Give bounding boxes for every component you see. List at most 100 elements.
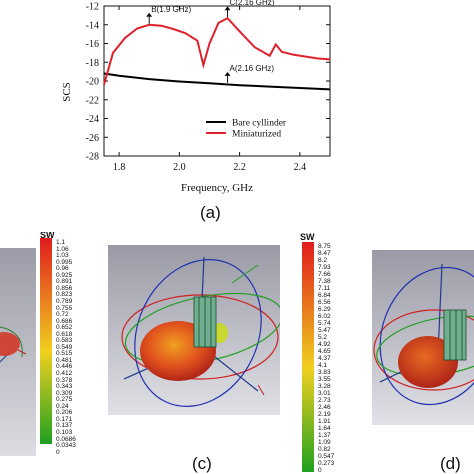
scale-value-left: 0.206 (56, 409, 73, 417)
x-tick-label: 2.0 (173, 162, 186, 173)
y-tick-label: -24 (86, 114, 99, 125)
scale-value-right: 1.64 (318, 425, 331, 432)
series-line-bare-cylinder (103, 72, 331, 91)
scale-value-right: 7.38 (318, 278, 331, 285)
y-axis-label: SCS (61, 82, 73, 102)
scale-value-right: 1.09 (318, 439, 331, 446)
scale-title-right: SW (300, 232, 315, 242)
y-tick-label: -18 (86, 58, 99, 69)
annotation-label: C(2.16 GHz) (230, 0, 275, 7)
pattern-ring-red-d (373, 309, 474, 391)
scale-value-right: 2.73 (318, 397, 331, 404)
scale-value-right: 7.11 (318, 285, 331, 292)
pattern-ring-red (121, 294, 279, 380)
scale-value-left: 0.309 (56, 389, 73, 397)
legend-label: Bare cyllinder (232, 119, 287, 129)
scale-value-left: 0.995 (56, 258, 73, 266)
scale-value-right: 1.91 (318, 418, 331, 425)
scs-chart: -12-14-16-18-20-22-24-26-281.8 2.0 2.2 2.4 … (61, 0, 331, 194)
figure-label-c: (c) (192, 454, 212, 473)
scale-value-right: 6.29 (318, 306, 331, 313)
scale-value-right: 7.66 (318, 271, 331, 278)
scale-value-left: 0.171 (56, 415, 73, 423)
scale-value-right: 4.92 (318, 341, 331, 348)
scale-value-right: 3.01 (318, 390, 331, 397)
scale-value-right: 4.1 (318, 362, 328, 369)
annotation-label: B(1.9 GHz) (151, 5, 191, 14)
y-tick-label: -12 (86, 2, 99, 13)
scale-value-left: 0.446 (56, 363, 73, 371)
scale-value-right: 8.75 (318, 243, 331, 250)
scale-value-left: 0.412 (56, 370, 73, 377)
scale-value-left: 0.652 (56, 324, 73, 332)
scale-value-left: 0.24 (56, 402, 69, 410)
scale-value-left: 0.378 (56, 376, 73, 384)
scale-value-right: 8.47 (318, 250, 331, 257)
scale-value-left: 0.686 (56, 317, 73, 325)
scale-value-right: 7.93 (318, 264, 331, 271)
radiation-lobe-b (0, 332, 20, 356)
scale-value-left: 0.823 (56, 291, 73, 299)
scale-value-left: 1.06 (56, 245, 69, 253)
scale-value-right: 3.28 (318, 383, 331, 390)
scale-value-left: 1.1 (56, 239, 66, 246)
annotation-arrowhead (146, 12, 153, 17)
color-scale-right: SW 8.75 8.47 8.2 7.93 7.66 7.38 7.11 6.84 6.56 6.… (296, 232, 356, 474)
scale-value-left: 0.891 (56, 278, 73, 286)
x-tick-label: 2.4 (294, 162, 307, 173)
scale-value-right: 6.02 (318, 313, 331, 320)
series-line-miniaturized (103, 16, 331, 85)
pattern-ring-blue-d (379, 266, 474, 406)
scale-value-right: 2.19 (318, 411, 331, 418)
scale-value-left: 0.0343 (56, 442, 76, 450)
scale-value-right: 6.84 (318, 292, 331, 299)
radiation-pattern-panel-b: SW 1.1 1.06 1.03 0.995 0.96 0.925 0.891 0.856 0.… (0, 232, 100, 474)
scale-value-left: 1.03 (56, 252, 69, 260)
scale-value-left: 0.856 (56, 284, 73, 292)
scale-value-right: 3.83 (318, 369, 331, 376)
scale-value-right: 3.55 (318, 376, 331, 383)
scale-value-left: 0.0686 (56, 435, 76, 443)
y-tick-label: -28 (86, 152, 99, 163)
legend-label: Miniaturized (232, 130, 281, 140)
antenna-structure-c (193, 296, 217, 348)
color-scale-bar-right (302, 242, 314, 472)
pattern-view-b (0, 238, 52, 456)
scale-value-left: 0.925 (56, 271, 73, 279)
antenna-structure-d (443, 309, 467, 361)
scale-value-right: 4.65 (318, 348, 331, 355)
scale-value-right: 6.56 (318, 299, 331, 306)
scale-value-left: 0.481 (56, 356, 73, 364)
scale-value-left: 0.583 (56, 337, 73, 345)
scale-value-left: 0.515 (56, 350, 73, 358)
y-tick-label: -20 (86, 77, 99, 88)
scale-value-right: 0 (318, 467, 322, 474)
scale-value-left: 0.755 (56, 304, 73, 312)
radiation-pattern-panel-c (108, 245, 280, 415)
chart-axes: -12 -14 -16 -18 -20 -22 -24 -26 -28 1.8 2.0 2.2 2.4 (86, 2, 331, 173)
scale-value-left: 0.789 (56, 297, 73, 305)
scale-value-right: 8.2 (318, 257, 328, 264)
scale-value-left: 0.618 (56, 330, 73, 338)
scale-value-right: 4.37 (318, 355, 331, 362)
scale-value-right: 5.47 (318, 327, 331, 334)
scale-value-right: 1.37 (318, 432, 331, 439)
scale-value-left: 0.549 (56, 343, 73, 351)
scale-title-left: SW (40, 232, 55, 240)
figure-label-d: (d) (440, 454, 461, 473)
x-axis-label: Frequency, GHz (181, 182, 253, 194)
x-tick-label: 1.8 (113, 162, 126, 173)
annotation-arrowhead (224, 71, 231, 76)
pattern-view-d (372, 250, 474, 425)
annotation-label: A(2.16 GHz) (230, 64, 275, 73)
chart-annotations: B(1.9 GHz) C(2.16 GHz) A(2.16 GHz) (146, 0, 275, 83)
y-tick-label: -26 (86, 133, 99, 144)
scale-value-right: 5.2 (318, 334, 328, 341)
y-tick-label: -14 (86, 20, 99, 31)
scale-value-left: 0.137 (56, 422, 73, 430)
y-tick-label: -16 (86, 39, 99, 50)
scale-value-left: 0.96 (56, 265, 69, 273)
figure-label-a: (a) (200, 203, 221, 222)
scale-value-right: 2.46 (318, 404, 331, 411)
